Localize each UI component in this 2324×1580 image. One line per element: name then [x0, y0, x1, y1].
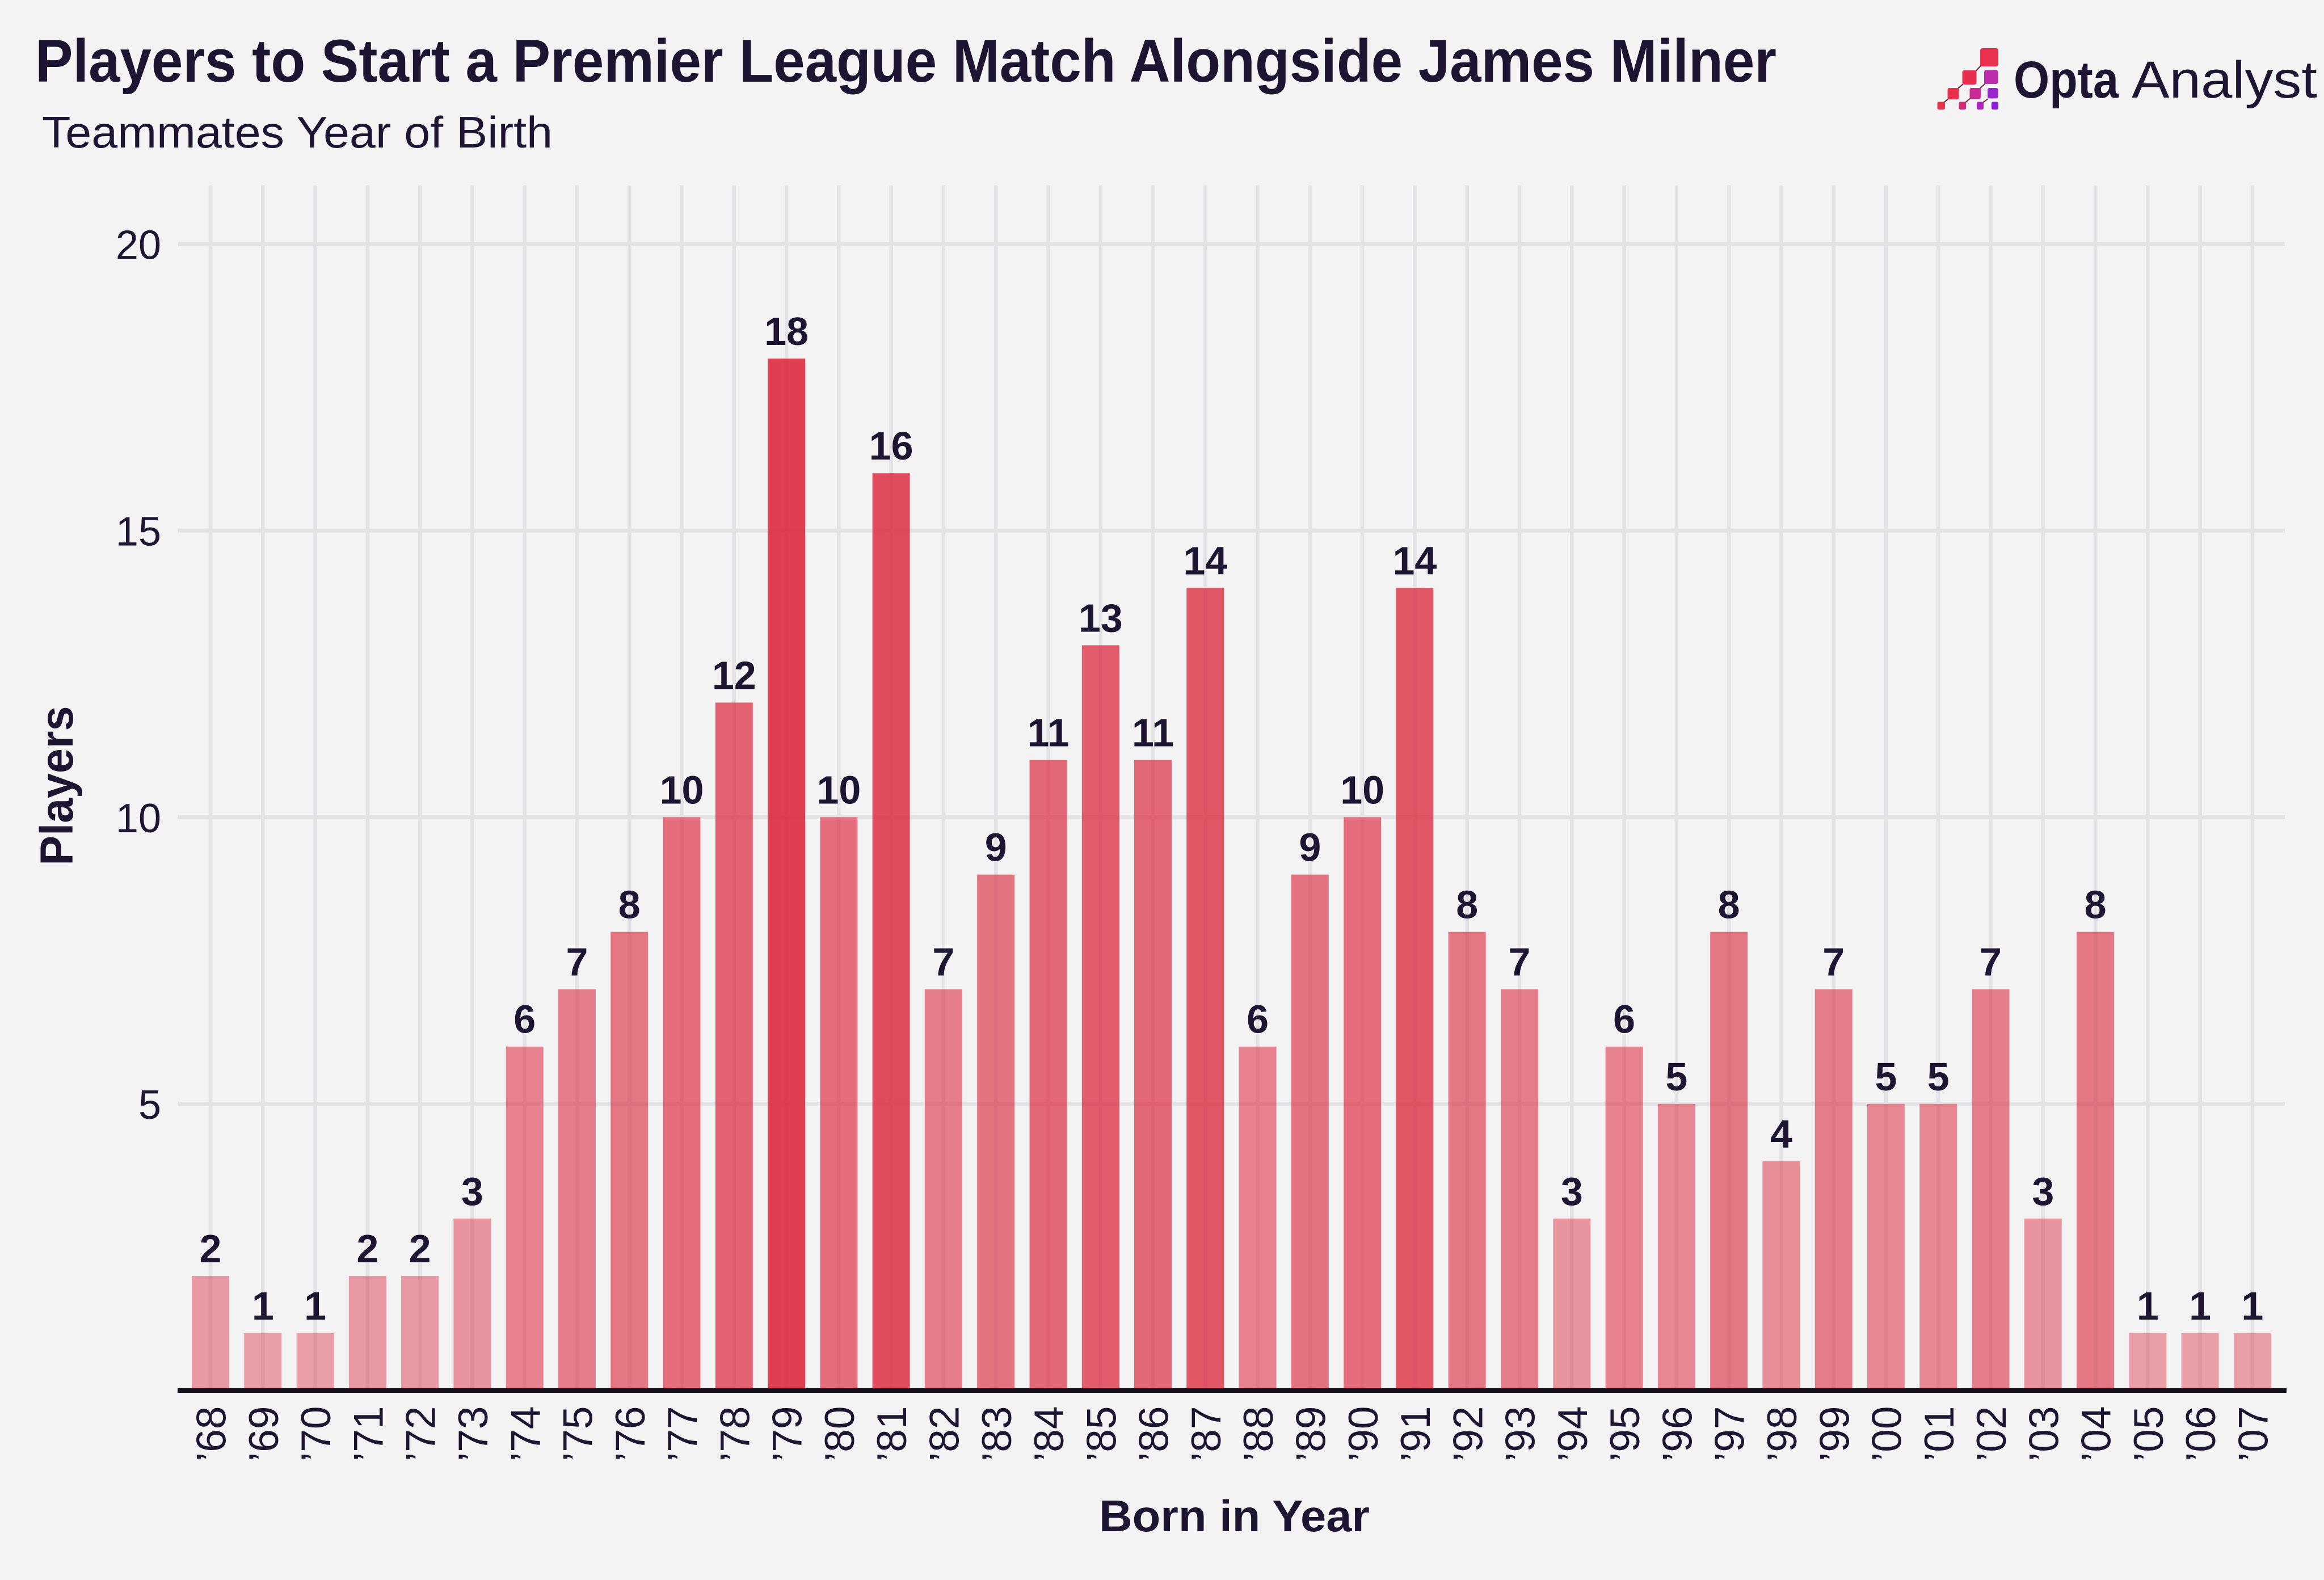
svg-text:’90: ’90	[1341, 1406, 1387, 1461]
svg-text:’80: ’80	[817, 1406, 863, 1461]
svg-text:’88: ’88	[1236, 1406, 1282, 1461]
svg-text:3: 3	[1561, 1169, 1583, 1214]
svg-text:’84: ’84	[1026, 1406, 1072, 1461]
svg-text:1: 1	[2137, 1284, 2159, 1328]
svg-text:’98: ’98	[1759, 1406, 1805, 1461]
svg-text:’05: ’05	[2126, 1406, 2172, 1461]
svg-text:8: 8	[1718, 883, 1740, 927]
svg-text:’86: ’86	[1131, 1406, 1177, 1461]
svg-text:6: 6	[1247, 997, 1269, 1042]
svg-text:11: 11	[1028, 711, 1070, 755]
svg-text:’06: ’06	[2178, 1406, 2224, 1461]
svg-text:7: 7	[1980, 940, 2002, 984]
svg-text:’94: ’94	[1550, 1406, 1596, 1461]
svg-text:5: 5	[1927, 1055, 1950, 1099]
svg-text:Analyst: Analyst	[2132, 51, 2317, 109]
svg-text:’91: ’91	[1393, 1406, 1439, 1461]
svg-text:3: 3	[2032, 1169, 2054, 1214]
svg-text:20: 20	[116, 222, 161, 268]
svg-text:Players: Players	[31, 706, 83, 866]
svg-text:’81: ’81	[869, 1406, 915, 1461]
svg-text:’73: ’73	[451, 1406, 496, 1461]
svg-text:’78: ’78	[712, 1406, 758, 1461]
svg-text:2: 2	[356, 1227, 378, 1271]
svg-text:’99: ’99	[1812, 1406, 1858, 1461]
svg-text:Teammates Year of Birth: Teammates Year of Birth	[42, 107, 553, 157]
svg-text:7: 7	[566, 940, 588, 984]
svg-text:7: 7	[1822, 940, 1845, 984]
svg-text:’92: ’92	[1445, 1406, 1491, 1461]
svg-text:5: 5	[1875, 1055, 1897, 1099]
svg-text:’03: ’03	[2021, 1406, 2067, 1461]
svg-text:’87: ’87	[1184, 1406, 1230, 1461]
svg-text:8: 8	[618, 883, 641, 927]
svg-text:2: 2	[409, 1227, 431, 1271]
svg-text:16: 16	[869, 424, 913, 468]
svg-text:’71: ’71	[346, 1406, 391, 1461]
svg-text:13: 13	[1079, 596, 1123, 640]
svg-text:9: 9	[1299, 825, 1321, 870]
svg-text:Born in Year: Born in Year	[1099, 1491, 1370, 1541]
svg-text:1: 1	[2241, 1284, 2263, 1328]
svg-text:10: 10	[816, 768, 861, 812]
svg-text:’00: ’00	[1864, 1406, 1910, 1461]
svg-text:’76: ’76	[608, 1406, 654, 1461]
svg-text:10: 10	[660, 768, 704, 812]
svg-text:’95: ’95	[1602, 1406, 1648, 1461]
svg-text:14: 14	[1183, 538, 1227, 583]
svg-text:’77: ’77	[660, 1406, 706, 1461]
svg-text:Players to Start a Premier Lea: Players to Start a Premier League Match …	[35, 27, 1776, 95]
svg-text:Opta: Opta	[2014, 51, 2119, 109]
svg-text:11: 11	[1132, 711, 1174, 755]
svg-text:4: 4	[1770, 1112, 1792, 1156]
svg-text:’68: ’68	[189, 1406, 235, 1461]
svg-text:’04: ’04	[2074, 1406, 2120, 1461]
svg-text:’85: ’85	[1079, 1406, 1125, 1461]
svg-text:’69: ’69	[241, 1406, 287, 1461]
svg-text:10: 10	[1340, 768, 1384, 812]
svg-text:’97: ’97	[1707, 1406, 1753, 1461]
svg-text:18: 18	[764, 309, 809, 353]
svg-text:8: 8	[2085, 883, 2107, 927]
svg-text:’02: ’02	[1969, 1406, 2015, 1461]
svg-text:’83: ’83	[974, 1406, 1020, 1461]
svg-text:’79: ’79	[765, 1406, 811, 1461]
svg-text:1: 1	[252, 1284, 274, 1328]
svg-text:6: 6	[513, 997, 536, 1042]
svg-text:14: 14	[1392, 538, 1437, 583]
svg-text:’74: ’74	[503, 1406, 549, 1461]
svg-text:7: 7	[1509, 940, 1531, 984]
svg-text:’93: ’93	[1498, 1406, 1544, 1461]
svg-text:’75: ’75	[555, 1406, 601, 1461]
svg-text:’96: ’96	[1654, 1406, 1700, 1461]
svg-text:9: 9	[985, 825, 1007, 870]
svg-text:1: 1	[2189, 1284, 2211, 1328]
svg-text:3: 3	[461, 1169, 483, 1214]
svg-text:1: 1	[304, 1284, 326, 1328]
svg-text:’70: ’70	[293, 1406, 339, 1461]
svg-text:5: 5	[1665, 1055, 1687, 1099]
svg-text:’72: ’72	[398, 1406, 444, 1461]
svg-text:5: 5	[138, 1082, 161, 1128]
svg-text:8: 8	[1456, 883, 1478, 927]
svg-text:2: 2	[200, 1227, 222, 1271]
svg-text:12: 12	[712, 653, 756, 697]
svg-text:’07: ’07	[2231, 1406, 2277, 1461]
svg-text:’01: ’01	[1917, 1406, 1963, 1461]
svg-text:7: 7	[932, 940, 954, 984]
svg-text:10: 10	[116, 796, 161, 841]
svg-text:’89: ’89	[1289, 1406, 1334, 1461]
svg-text:15: 15	[116, 509, 161, 555]
svg-text:’82: ’82	[922, 1406, 968, 1461]
svg-text:6: 6	[1613, 997, 1635, 1042]
